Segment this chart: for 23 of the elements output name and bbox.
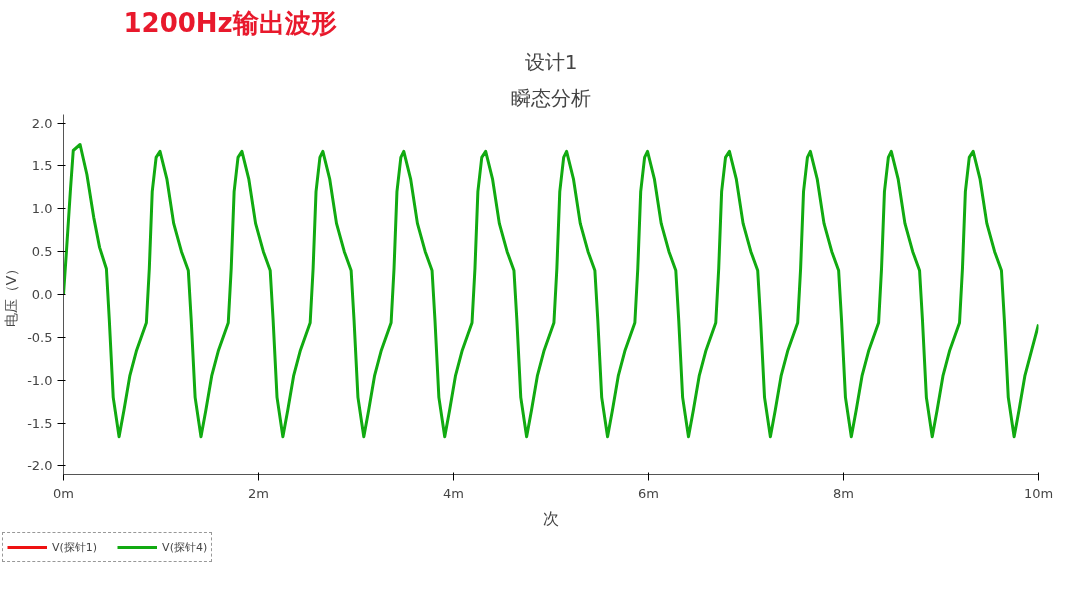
- x-tick-label: 8m: [833, 485, 854, 501]
- x-tick-label: 6m: [638, 485, 659, 501]
- x-tick-label: 10m: [1023, 485, 1054, 501]
- chart-title: 设计1: [524, 49, 578, 74]
- y-tick-label: 1.5: [31, 158, 53, 174]
- y-tick-label: -1.0: [27, 372, 53, 388]
- y-tick-label: 0.5: [31, 244, 53, 260]
- x-axis-title: 次: [543, 508, 559, 528]
- y-tick-label: -0.5: [27, 329, 53, 345]
- y-tick-label: -2.0: [27, 458, 53, 474]
- y-tick-label: 1.0: [31, 201, 53, 217]
- legend-label: V(探针4): [162, 539, 208, 555]
- text: 1200Hz输出波形: [123, 7, 337, 38]
- legend-label: V(探针1): [52, 539, 98, 555]
- y-tick-label: 2.0: [31, 115, 53, 131]
- x-tick-label: 4m: [443, 485, 464, 501]
- y-tick-label: -1.5: [27, 415, 53, 431]
- x-tick-label: 2m: [248, 485, 269, 501]
- y-axis-title: 电压（V）: [3, 261, 20, 328]
- y-tick-label: 0.0: [31, 287, 53, 302]
- chart-subtitle: 瞬态分析: [511, 85, 591, 110]
- x-tick-label: 0m: [53, 485, 74, 501]
- line-series: [63, 143, 1039, 439]
